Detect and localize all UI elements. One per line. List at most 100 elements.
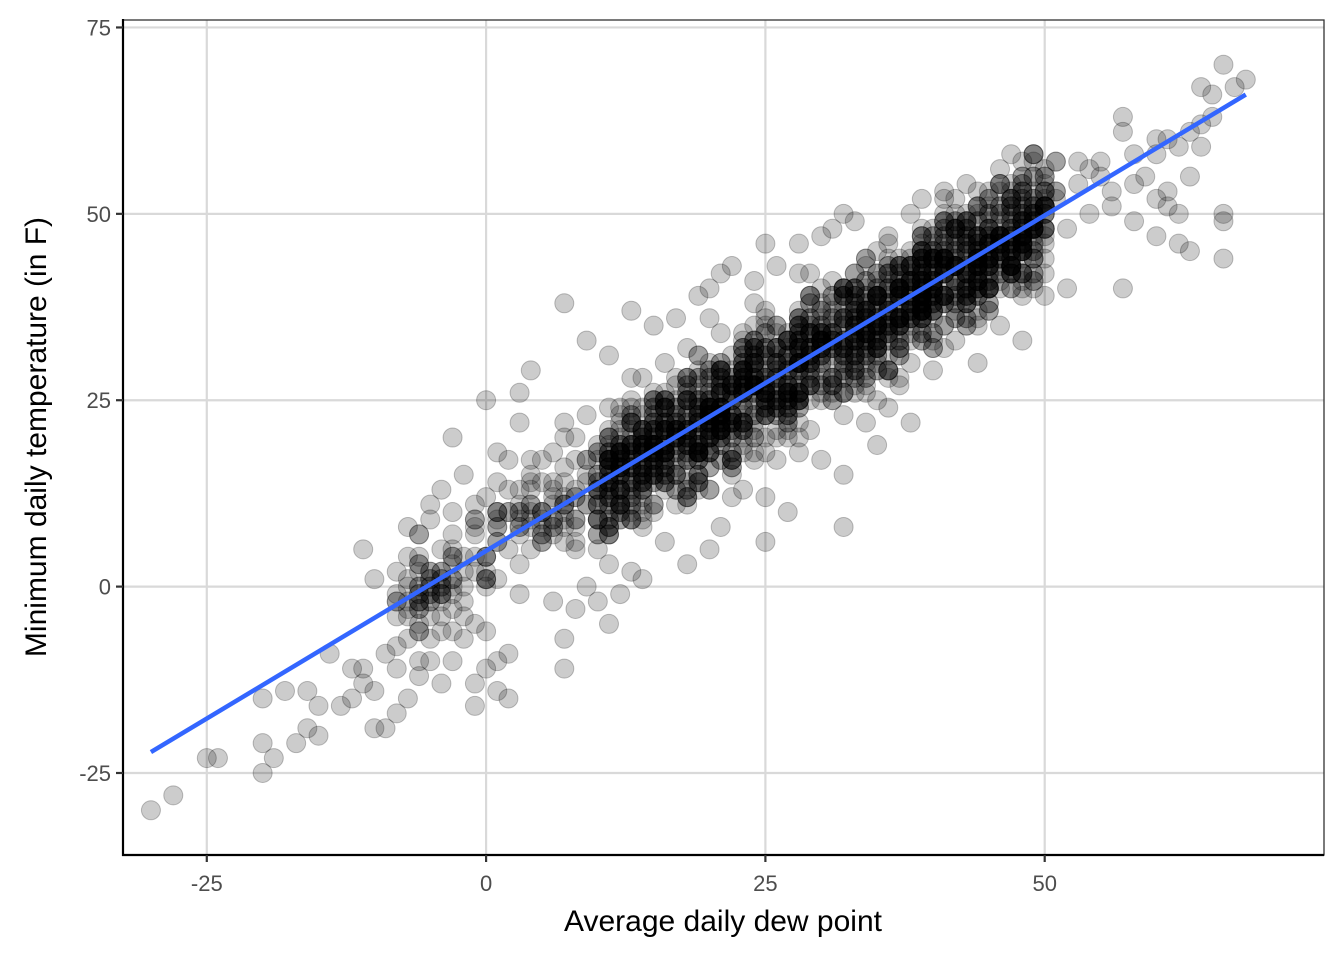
- data-point: [587, 524, 608, 545]
- data-point: [811, 323, 832, 344]
- data-point: [811, 278, 832, 299]
- data-point: [1012, 263, 1033, 284]
- data-point: [922, 218, 943, 239]
- data-point: [766, 352, 787, 373]
- data-point: [699, 382, 720, 403]
- data-point: [677, 434, 698, 455]
- data-point: [1112, 121, 1133, 142]
- data-point: [911, 308, 932, 329]
- data-point: [632, 420, 653, 441]
- data-point: [844, 338, 865, 359]
- data-point: [934, 211, 955, 232]
- data-point: [788, 390, 809, 411]
- data-point: [1001, 196, 1022, 217]
- data-point: [610, 502, 631, 523]
- data-point: [431, 673, 452, 694]
- data-point: [632, 479, 653, 500]
- data-point: [867, 338, 888, 359]
- data-point: [967, 263, 988, 284]
- data-point: [520, 539, 541, 560]
- data-point: [911, 248, 932, 269]
- data-point: [509, 584, 530, 605]
- data-point: [800, 315, 821, 336]
- data-point: [867, 285, 888, 306]
- data-point: [598, 487, 619, 508]
- data-point: [766, 256, 787, 277]
- data-point: [632, 427, 653, 448]
- data-point: [844, 360, 865, 381]
- data-point: [598, 449, 619, 470]
- data-point: [788, 330, 809, 351]
- data-point: [967, 263, 988, 284]
- data-point: [855, 256, 876, 277]
- data-point: [643, 412, 664, 433]
- data-point: [598, 479, 619, 500]
- data-point: [643, 457, 664, 478]
- data-point: [777, 375, 798, 396]
- data-point: [867, 338, 888, 359]
- data-point: [867, 285, 888, 306]
- data-point: [1001, 188, 1022, 209]
- data-point: [934, 285, 955, 306]
- data-point: [878, 263, 899, 284]
- data-point: [1023, 188, 1044, 209]
- data-point: [520, 360, 541, 381]
- data-point: [677, 375, 698, 396]
- data-point: [867, 285, 888, 306]
- data-point: [800, 308, 821, 329]
- data-point: [464, 524, 485, 545]
- data-point: [788, 323, 809, 344]
- data-point: [710, 412, 731, 433]
- data-point: [610, 434, 631, 455]
- data-point: [598, 442, 619, 463]
- data-point: [934, 248, 955, 269]
- data-point: [643, 464, 664, 485]
- data-point: [677, 405, 698, 426]
- data-point: [934, 203, 955, 224]
- data-point: [610, 584, 631, 605]
- data-point: [1213, 54, 1234, 75]
- data-point: [621, 487, 642, 508]
- data-point: [867, 263, 888, 284]
- data-point: [878, 330, 899, 351]
- data-point: [1012, 188, 1033, 209]
- data-point: [833, 345, 854, 366]
- data-point: [587, 442, 608, 463]
- data-point: [342, 658, 363, 679]
- data-point: [867, 323, 888, 344]
- data-point: [755, 345, 776, 366]
- data-point: [598, 345, 619, 366]
- data-point: [900, 256, 921, 277]
- data-point: [911, 256, 932, 277]
- data-point: [565, 598, 586, 619]
- data-point: [844, 360, 865, 381]
- data-point: [934, 285, 955, 306]
- data-point: [978, 278, 999, 299]
- data-point: [621, 509, 642, 530]
- data-point: [934, 285, 955, 306]
- data-point: [1001, 211, 1022, 232]
- data-point: [598, 449, 619, 470]
- data-point: [922, 330, 943, 351]
- data-point: [688, 360, 709, 381]
- data-point: [878, 233, 899, 254]
- data-point: [844, 345, 865, 366]
- data-point: [967, 226, 988, 247]
- data-point: [710, 367, 731, 388]
- data-point: [833, 308, 854, 329]
- data-point: [1034, 166, 1055, 187]
- data-point: [878, 330, 899, 351]
- data-point: [922, 226, 943, 247]
- data-point: [721, 427, 742, 448]
- data-point: [677, 434, 698, 455]
- data-point: [643, 390, 664, 411]
- data-point: [476, 390, 497, 411]
- data-point: [855, 293, 876, 314]
- data-point: [800, 315, 821, 336]
- data-point: [744, 293, 765, 314]
- data-point: [833, 308, 854, 329]
- data-point: [621, 479, 642, 500]
- data-point: [867, 278, 888, 299]
- data-point: [967, 308, 988, 329]
- data-point: [755, 487, 776, 508]
